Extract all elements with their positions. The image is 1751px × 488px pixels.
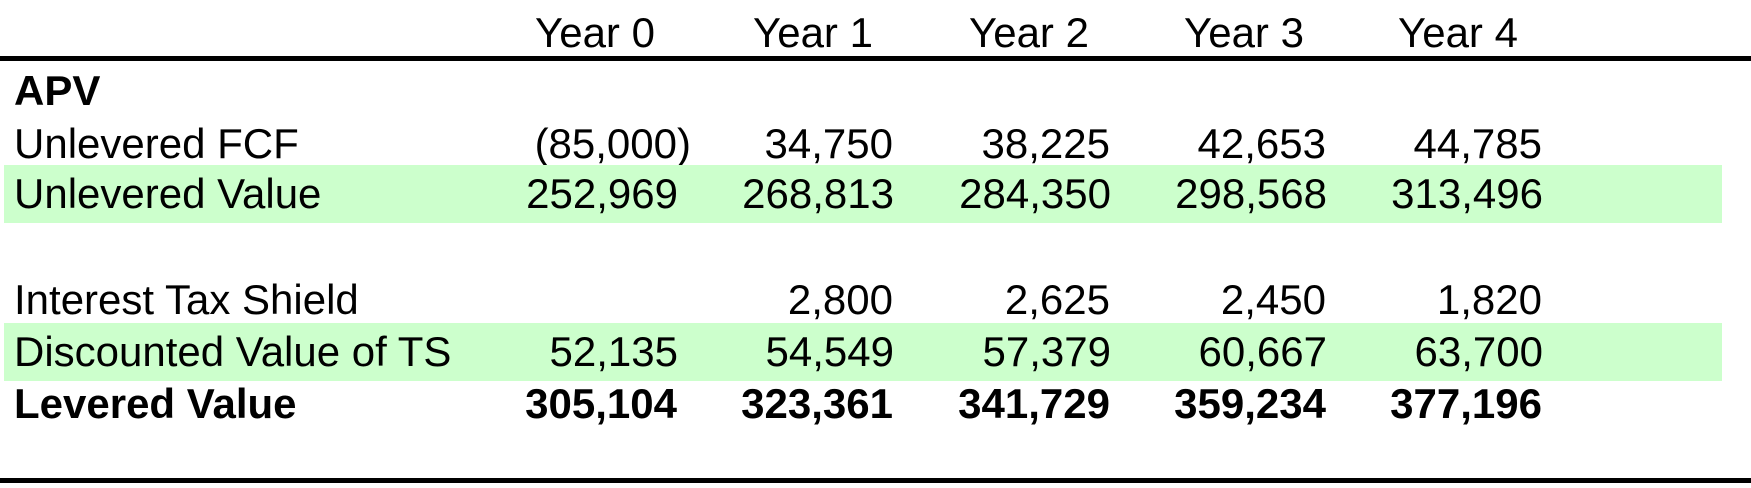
row-label: Levered Value (14, 380, 297, 427)
cell-year-0: (85,000) (534, 120, 691, 167)
cell-year-3: 60,667 (1198, 328, 1327, 375)
cell-year-1: 268,813 (742, 170, 894, 217)
row-label: Interest Tax Shield (14, 276, 359, 323)
cell-year-3: 2,450 (1220, 276, 1326, 323)
header-year-2: Year 2 (969, 9, 1089, 56)
header-rule (0, 56, 1751, 61)
cell-year-3: 42,653 (1197, 120, 1326, 167)
cell-year-1: 2,800 (787, 276, 893, 323)
header-year-4: Year 4 (1398, 9, 1518, 56)
cell-year-0: 52,135 (549, 328, 678, 375)
cell-year-1: 34,750 (764, 120, 893, 167)
cell-year-4: 313,496 (1391, 170, 1543, 217)
section-title-row: APV (0, 62, 1751, 120)
header-row: Year 0 Year 1 Year 2 Year 3 Year 4 (0, 4, 1751, 62)
cell-year-2: 2,625 (1004, 276, 1110, 323)
row-label: Unlevered FCF (14, 120, 299, 167)
cell-year-4: 44,785 (1413, 120, 1542, 167)
cell-year-1: 323,361 (741, 380, 893, 427)
cell-year-4: 1,820 (1436, 276, 1542, 323)
cell-year-3: 359,234 (1174, 380, 1326, 427)
cell-year-2: 38,225 (981, 120, 1110, 167)
cell-year-4: 63,700 (1414, 328, 1543, 375)
table-row: Interest Tax Shield 2,800 2,625 2,450 1,… (0, 271, 1751, 329)
cell-year-4: 377,196 (1390, 380, 1542, 427)
bottom-rule (0, 478, 1751, 483)
cell-year-2: 284,350 (959, 170, 1111, 217)
cell-year-3: 298,568 (1175, 170, 1327, 217)
header-year-0: Year 0 (535, 9, 655, 56)
row-label: Discounted Value of TS (14, 328, 452, 375)
header-year-1: Year 1 (753, 9, 873, 56)
cell-year-0: 252,969 (526, 170, 678, 217)
row-label: Unlevered Value (14, 170, 322, 217)
cell-year-2: 57,379 (982, 328, 1111, 375)
table-row: Unlevered FCF (85,000) 34,750 38,225 42,… (0, 115, 1751, 173)
header-year-3: Year 3 (1184, 9, 1304, 56)
table-row-total: Levered Value 305,104 323,361 341,729 35… (0, 375, 1751, 433)
cell-year-2: 341,729 (958, 380, 1110, 427)
table-row-shaded: Discounted Value of TS 52,135 54,549 57,… (4, 323, 1722, 381)
section-title: APV (14, 67, 101, 114)
cell-year-0: 305,104 (525, 380, 677, 427)
cell-year-1: 54,549 (765, 328, 894, 375)
table-row-shaded: Unlevered Value 252,969 268,813 284,350 … (4, 165, 1722, 223)
